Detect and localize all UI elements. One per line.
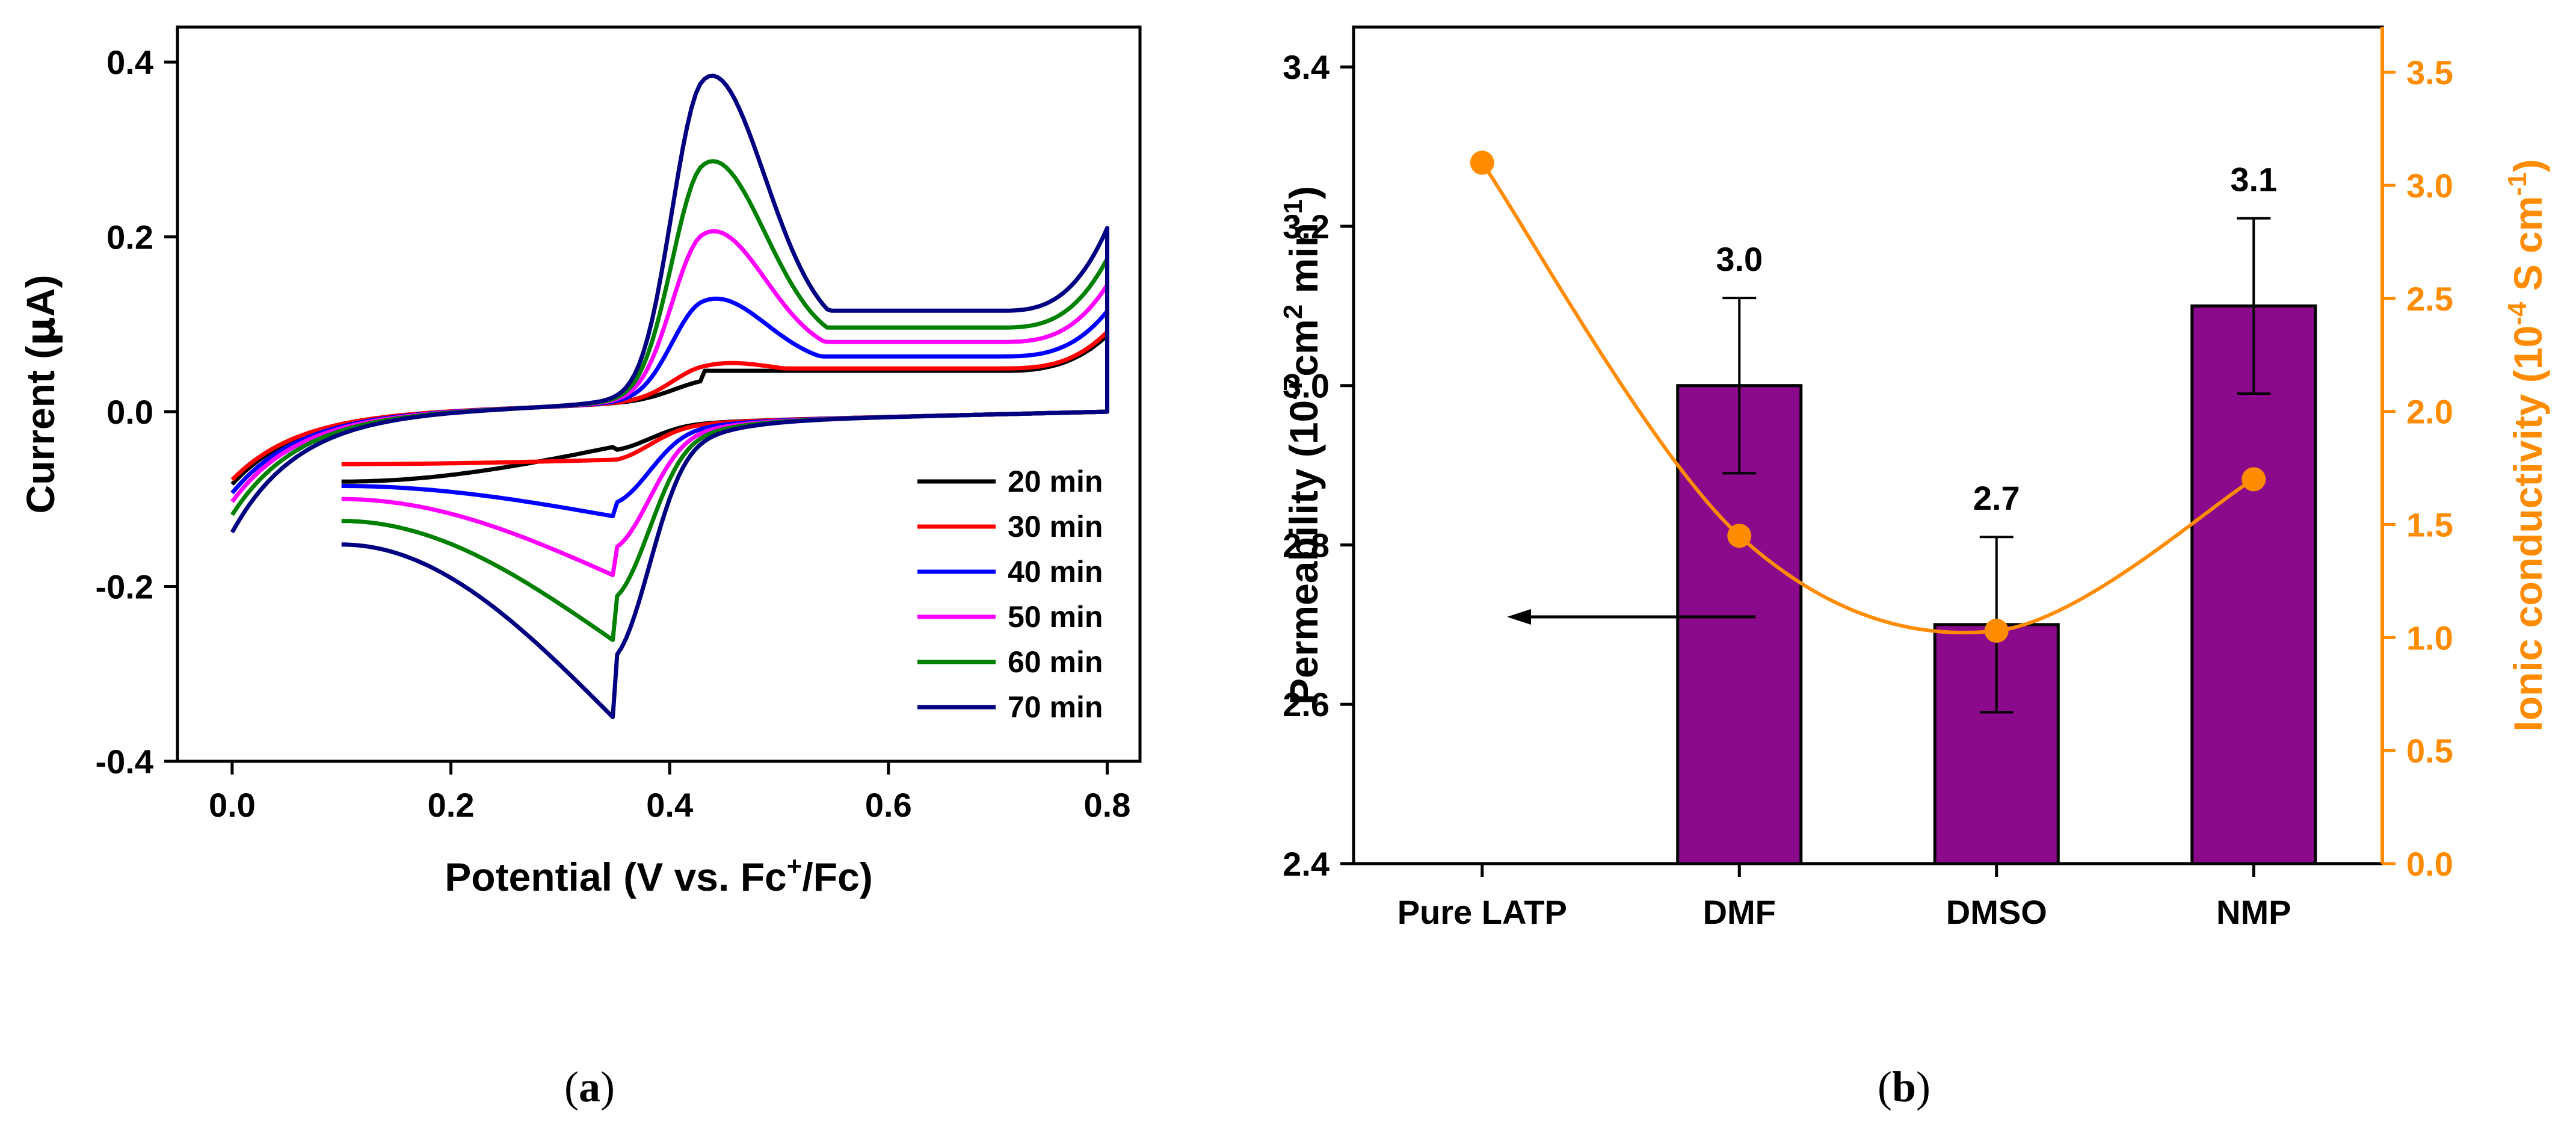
x-tick-label: 0.6 [865, 786, 912, 824]
right-y-tick-label: 3.5 [2406, 54, 2453, 91]
panel-b-conductivity-line [1470, 150, 2266, 643]
y-tick-label: 0.4 [106, 43, 153, 81]
x-tick-label: 0.8 [1084, 786, 1131, 824]
panel-a-ticks: 0.0 0.2 0.4 0.6 0.8 -0.4 -0.2 0.0 0.2 0.4 [96, 43, 1131, 824]
left-y-tick-label: 2.4 [1283, 845, 1330, 883]
legend-label: 30 min [1008, 510, 1103, 543]
left-y-tick-label: 3.4 [1283, 48, 1330, 86]
x-tick-label: DMF [1703, 893, 1776, 931]
y-tick-label: 0.0 [106, 393, 153, 431]
legend-label: 60 min [1008, 645, 1103, 679]
bar-value-label: 2.7 [1973, 479, 2020, 517]
right-y-tick-label: 1.0 [2406, 619, 2453, 657]
y-tick-label: -0.2 [96, 568, 154, 606]
bar-value-label: 3.0 [1716, 240, 1763, 278]
left-axis-arrow [1507, 609, 1755, 625]
left-y-tick-label: 2.6 [1283, 685, 1330, 723]
cv-curve [230, 330, 1109, 481]
right-y-tick-label: 3.0 [2406, 167, 2453, 205]
panel-a-curves [230, 73, 1109, 720]
panel-b-left-axis-label: Permeability (10-7cm2 min-1) [1278, 186, 1326, 705]
panel-a-caption: (a) [564, 1063, 615, 1111]
x-tick-label: DMSO [1946, 893, 2047, 931]
panel-a-frame [176, 25, 1142, 763]
cv-curve [230, 73, 1109, 720]
legend-label: 70 min [1008, 690, 1103, 724]
left-y-tick-label: 2.8 [1283, 526, 1330, 564]
panel-a-y-axis-label: Current (µA) [17, 275, 64, 514]
panel-b-ticks: Pure LATP DMF DMSO NMP 2.4 2.6 2.8 3.0 3.2 3.4 0.0… [1283, 48, 2453, 931]
right-y-tick-label: 2.0 [2406, 393, 2453, 431]
panel-b-caption: (b) [1878, 1063, 1930, 1111]
panel-a: 0.0 0.2 0.4 0.6 0.8 -0.4 -0.2 0.0 0.2 0.4 20 min 3… [17, 25, 1142, 1111]
x-tick-label: 0.2 [428, 786, 475, 824]
x-tick-label: NMP [2216, 893, 2291, 931]
bar-value-label: 3.1 [2230, 161, 2277, 199]
right-y-tick-label: 1.5 [2406, 506, 2453, 543]
left-y-tick-label: 3.2 [1283, 208, 1330, 246]
y-tick-label: 0.2 [106, 218, 153, 256]
right-y-tick-label: 0.0 [2406, 845, 2453, 883]
y-tick-label: -0.4 [96, 743, 154, 781]
legend-label: 40 min [1008, 555, 1103, 589]
panel-b-bars: 3.0 2.7 3.1 [1676, 161, 2317, 865]
panel-a-x-axis-label: Potential (V vs. Fc+/Fc) [445, 852, 873, 899]
x-tick-label: 0.0 [209, 786, 256, 824]
conductivity-point [1984, 619, 2009, 643]
panel-b-right-axis-label: Ionic conductivity (10-4 S cm-1) [2503, 159, 2550, 731]
left-y-tick-label: 3.0 [1283, 367, 1330, 405]
panel-a-legend: 20 min 30 min 40 min 50 min 60 min 70 min [917, 465, 1103, 724]
x-tick-label: Pure LATP [1397, 893, 1567, 931]
conductivity-point [2242, 467, 2266, 492]
x-tick-label: 0.4 [646, 786, 693, 824]
legend-label: 50 min [1008, 600, 1103, 634]
right-y-tick-label: 2.5 [2406, 280, 2453, 318]
right-y-tick-label: 0.5 [2406, 732, 2453, 770]
conductivity-curve [1481, 161, 2252, 635]
panel-b: 3.0 2.7 3.1 Pure LATP DMF DMSO NMP 2.4 2.6 2.8 3.… [1278, 25, 2550, 1111]
conductivity-point [1727, 524, 1752, 548]
conductivity-point [1470, 150, 1494, 175]
legend-label: 20 min [1008, 465, 1103, 498]
